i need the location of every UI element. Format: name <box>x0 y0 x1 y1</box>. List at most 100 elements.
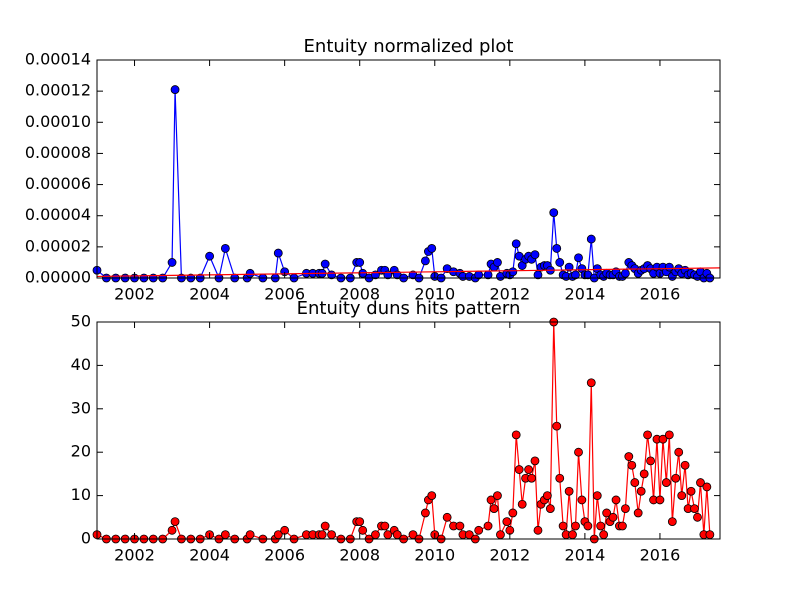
y-tick-label: 30 <box>71 398 91 417</box>
data-point <box>677 491 687 501</box>
data-point <box>489 504 499 514</box>
x-tick-label: 2010 <box>414 285 455 304</box>
data-point <box>674 447 684 457</box>
data-point <box>602 508 612 518</box>
x-tick-label: 2002 <box>114 285 155 304</box>
x-tick-label: 2008 <box>339 285 380 304</box>
series-line <box>96 321 711 541</box>
data-point <box>633 508 643 518</box>
data-point <box>474 525 484 535</box>
data-point <box>170 85 180 94</box>
data-point <box>596 521 606 531</box>
data-point <box>571 270 580 280</box>
data-point <box>508 508 518 518</box>
data-point <box>167 258 177 267</box>
data-point <box>508 267 518 277</box>
data-point <box>643 430 652 440</box>
data-point <box>530 250 540 260</box>
chart-title: Entuity duns hits pattern <box>297 298 521 319</box>
data-point <box>496 530 505 540</box>
data-point <box>542 491 552 501</box>
data-point <box>511 430 521 440</box>
data-point <box>586 234 596 244</box>
x-tick-label: 2016 <box>640 546 681 565</box>
data-point <box>577 495 587 505</box>
y-tick-label: 20 <box>71 442 91 461</box>
data-point <box>667 517 677 527</box>
data-point <box>574 253 583 263</box>
x-tick-label: 2004 <box>189 285 230 304</box>
data-point <box>655 495 665 505</box>
data-point <box>639 469 649 479</box>
data-point <box>493 258 502 267</box>
data-point <box>527 473 536 483</box>
data-point <box>693 512 702 522</box>
data-point <box>627 460 637 470</box>
data-point <box>586 378 596 388</box>
data-point <box>245 268 255 278</box>
data-point <box>517 499 527 509</box>
y-tick-label: 10 <box>71 485 91 504</box>
data-point <box>555 473 565 483</box>
data-point <box>618 521 627 531</box>
data-point <box>545 504 555 514</box>
data-point <box>483 521 493 531</box>
x-tick-label: 2012 <box>489 285 530 304</box>
data-point <box>680 460 690 470</box>
data-point <box>524 465 533 474</box>
data-point <box>355 258 365 267</box>
y-tick-label: 0.00000 <box>25 268 91 287</box>
data-point <box>583 521 593 531</box>
data-point <box>552 244 562 253</box>
y-tick-label: 0 <box>81 529 91 548</box>
data-point <box>646 456 655 466</box>
x-tick-label: 2014 <box>565 285 606 304</box>
axes-frame <box>96 59 721 279</box>
data-point <box>611 495 621 505</box>
data-point <box>420 508 430 518</box>
data-point <box>317 530 327 540</box>
data-point <box>380 521 390 531</box>
data-point <box>571 521 580 531</box>
data-point <box>486 495 496 505</box>
y-tick-label: 0.00006 <box>25 174 91 193</box>
y-tick-label: 0.00014 <box>25 50 91 69</box>
x-tick-label: 2014 <box>565 546 606 565</box>
data-point <box>671 473 681 483</box>
data-point <box>220 244 230 253</box>
data-point <box>205 251 214 261</box>
data-point <box>661 478 671 487</box>
data-point <box>624 452 634 461</box>
data-point <box>427 244 437 253</box>
data-point <box>511 239 521 249</box>
y-tick-label: 0.00012 <box>25 81 91 100</box>
data-point <box>621 268 630 278</box>
data-point <box>502 517 512 527</box>
y-tick-label: 40 <box>71 355 91 374</box>
y-tick-label: 0.00008 <box>25 143 91 162</box>
data-point <box>574 447 583 457</box>
data-point <box>442 512 452 522</box>
data-point <box>220 530 230 540</box>
data-point <box>533 525 543 535</box>
data-point <box>273 248 283 258</box>
data-point <box>555 258 565 267</box>
data-point <box>514 465 524 474</box>
data-point <box>564 486 574 496</box>
data-point <box>167 525 177 535</box>
data-point <box>690 504 699 514</box>
data-point <box>599 530 609 540</box>
data-point <box>696 478 705 487</box>
data-point <box>686 486 696 496</box>
data-point <box>358 525 368 535</box>
data-point <box>558 521 568 531</box>
data-point <box>592 491 602 501</box>
data-point <box>320 259 330 269</box>
x-tick-label: 2012 <box>489 546 530 565</box>
y-tick-label: 50 <box>71 312 91 331</box>
data-point <box>568 530 577 540</box>
data-point <box>664 430 674 440</box>
data-point <box>636 486 646 496</box>
data-point <box>530 456 540 466</box>
